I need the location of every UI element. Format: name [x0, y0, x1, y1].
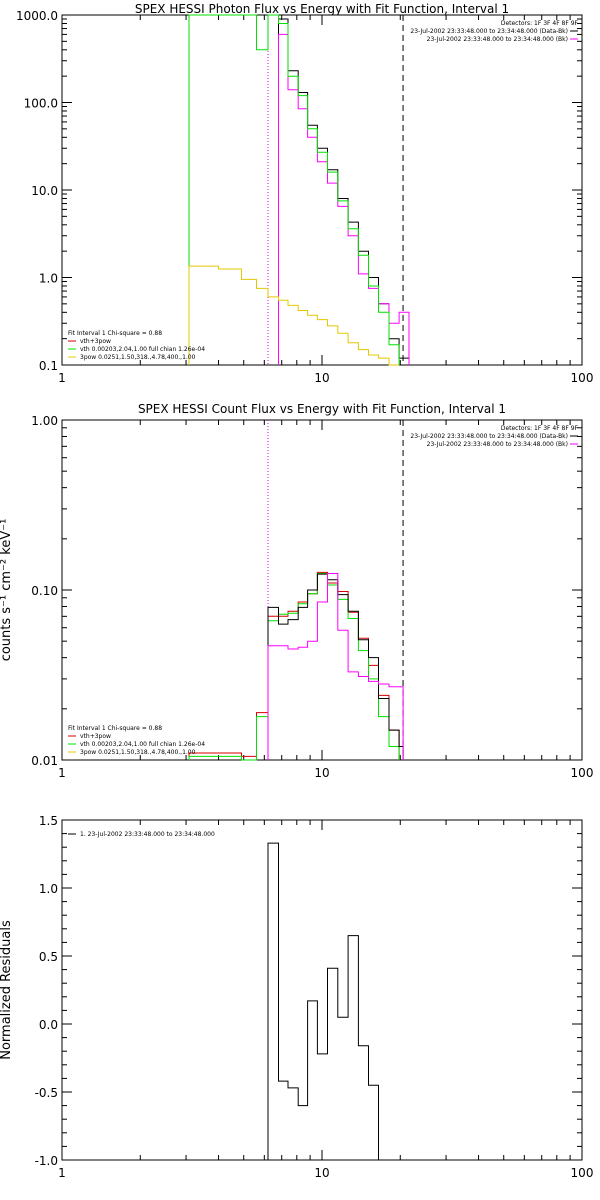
- y-tick-label: 0.01: [31, 754, 58, 768]
- y-tick-label: -1.0: [35, 1154, 58, 1168]
- y-tick-label: 100.0: [24, 97, 58, 111]
- series-1-step-line: [188, 571, 400, 760]
- y-tick-label: 1.5: [39, 814, 58, 828]
- panel-3: Normalized Residuals 1 10 100 -1.0 -0.5 0.0 0.5…: [0, 814, 593, 1180]
- y-tick-label: 1.0: [39, 882, 58, 896]
- x-tick-label: 10: [314, 766, 329, 780]
- series-4-step-line: [267, 573, 404, 760]
- x-tick-label: 100: [571, 766, 594, 780]
- legend-entry: vth+3pow: [80, 338, 111, 345]
- y-tick-label: 0.10: [31, 584, 58, 598]
- legend-entry: vth 0.00203,2.04,1.00 full chian 1.26e-0…: [80, 346, 205, 353]
- y-axis-label: Normalized Residuals: [0, 920, 14, 1060]
- series-2-step-line: [188, 573, 400, 761]
- x-tick-label: 100: [571, 1166, 594, 1180]
- legend-entry-right: 23-Jul-2002 23:33:48.000 to 23:34:48.000…: [410, 433, 568, 440]
- series-4-step-line: [188, 265, 400, 366]
- legend-entry: 1. 23-Jul-2002 23:33:48.000 to 23:34:48.…: [80, 831, 215, 838]
- series-3-step-line: [188, 14, 400, 365]
- y-tick-label: 1.00: [31, 414, 58, 428]
- x-tick-label: 100: [571, 371, 594, 385]
- x-tick-label: 1: [58, 1166, 66, 1180]
- x-tick-label: 1: [58, 766, 66, 780]
- legend-entry-right: Detectors: 1F 3F 4F 8F 9F: [501, 20, 579, 27]
- legend-entry-right: 23-Jul-2002 23:33:48.000 to 23:34:48.000…: [427, 441, 568, 448]
- y-tick-label: 1.0: [39, 272, 58, 286]
- y-tick-label: 1000.0: [16, 9, 58, 23]
- x-tick-label: 10: [314, 371, 329, 385]
- legend-entry: 3pow 0.0251,1.50,318.,4.78,400.,1.00: [80, 354, 196, 361]
- legend-entry: vth+3pow: [80, 733, 111, 740]
- series-1-step-line: [267, 842, 400, 1161]
- x-tick-label: 1: [58, 371, 66, 385]
- y-tick-label: 0.0: [39, 1018, 58, 1032]
- chart-title: SPEX HESSI Count Flux vs Energy with Fit…: [138, 402, 506, 416]
- legend-entry-right: Detectors: 1F 3F 4F 8F 9F: [501, 425, 579, 432]
- y-tick-label: 0.5: [39, 950, 58, 964]
- plot-frame: [61, 14, 583, 366]
- y-axis-label: counts s⁻¹ cm⁻² keV⁻¹: [0, 519, 14, 662]
- legend-entry: 3pow 0.0251,1.50,318.,4.78,400.,1.00: [80, 749, 196, 756]
- legend-entry-right: 23-Jul-2002 23:33:48.000 to 23:34:48.000…: [410, 28, 568, 35]
- chart-title: SPEX HESSI Photon Flux vs Energy with Fi…: [135, 2, 509, 16]
- panel-1: SPEX HESSI Photon Flux vs Energy with Fi…: [16, 2, 593, 385]
- legend-entry: Fit Interval 1 Chi-square = 0.88: [68, 330, 162, 337]
- series-3-step-line: [267, 573, 404, 760]
- y-tick-label: 10.0: [31, 184, 58, 198]
- x-tick-label: 10: [314, 1166, 329, 1180]
- legend-entry: Fit Interval 1 Chi-square = 0.88: [68, 725, 162, 732]
- panel-2: SPEX HESSI Count Flux vs Energy with Fit…: [0, 402, 593, 780]
- plot-frame: [61, 419, 583, 761]
- plot-frame: [61, 819, 583, 1161]
- y-tick-label: 0.1: [39, 359, 58, 373]
- legend-entry-right: 23-Jul-2002 23:33:48.000 to 23:34:48.000…: [427, 36, 568, 43]
- y-tick-label: -0.5: [35, 1086, 58, 1100]
- legend-entry: vth 0.00203,2.04,1.00 full chian 1.26e-0…: [80, 741, 205, 748]
